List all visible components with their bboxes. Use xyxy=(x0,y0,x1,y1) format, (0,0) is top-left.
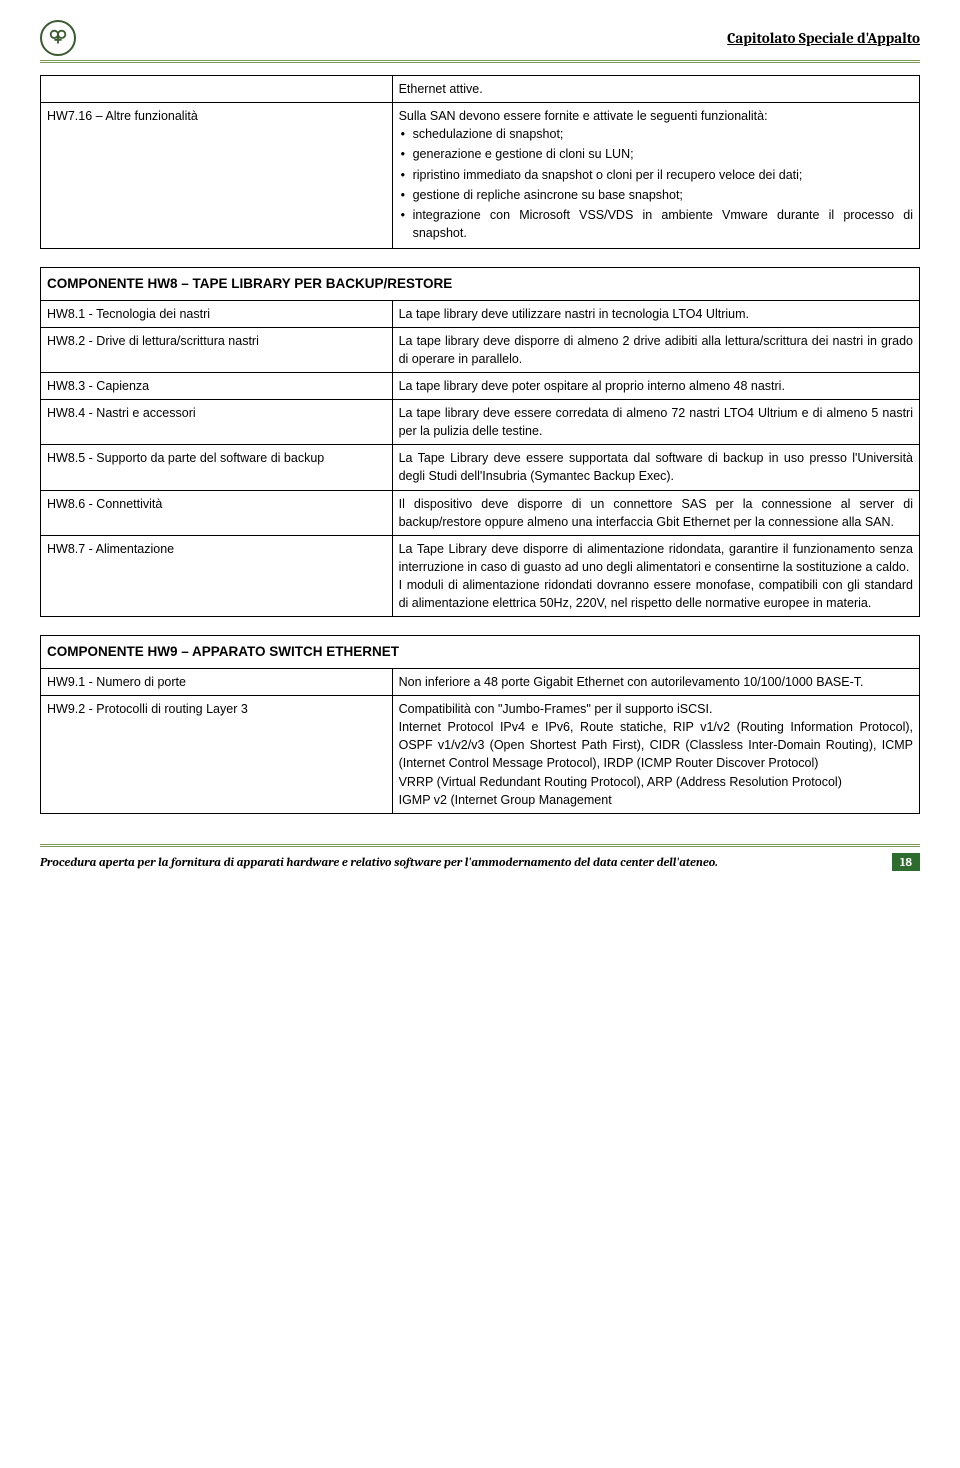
bullet-item: generazione e gestione di cloni su LUN; xyxy=(399,145,913,163)
section-heading: COMPONENTE HW8 – TAPE LIBRARY PER BACKUP… xyxy=(41,268,920,301)
heading-suffix: – TAPE LIBRARY PER BACKUP/RESTORE xyxy=(178,276,453,291)
table-row: HW9.2 - Protocolli di routing Layer 3Com… xyxy=(41,696,920,814)
cell-left: HW8.4 - Nastri e accessori xyxy=(41,400,393,445)
bullet-item: gestione di repliche asincrone su base s… xyxy=(399,186,913,204)
bullet-item: integrazione con Microsoft VSS/VDS in am… xyxy=(399,206,913,242)
heading-suffix: – APPARATO SWITCH ETHERNET xyxy=(178,644,400,659)
table-row: HW8.3 - CapienzaLa tape library deve pot… xyxy=(41,372,920,399)
table-row: COMPONENTE HW8 – TAPE LIBRARY PER BACKUP… xyxy=(41,268,920,301)
cell-right: La tape library deve poter ospitare al p… xyxy=(392,372,919,399)
cell-left: HW8.6 - Connettività xyxy=(41,490,393,535)
table-row: HW7.16 – Altre funzionalità Sulla SAN de… xyxy=(41,103,920,249)
cell-left: HW8.1 - Tecnologia dei nastri xyxy=(41,300,393,327)
bullet-item: ripristino immediato da snapshot o cloni… xyxy=(399,166,913,184)
logo-icon xyxy=(40,20,76,56)
spec-table-hw8: COMPONENTE HW8 – TAPE LIBRARY PER BACKUP… xyxy=(40,267,920,617)
cell-right: La tape library deve essere corredata di… xyxy=(392,400,919,445)
table-row: Ethernet attive. xyxy=(41,76,920,103)
page-number: 18 xyxy=(892,853,920,871)
cell-right: Compatibilità con "Jumbo-Frames" per il … xyxy=(392,696,919,814)
heading-code: HW8 xyxy=(148,276,178,291)
cell-right: Sulla SAN devono essere fornite e attiva… xyxy=(392,103,919,249)
section-heading: COMPONENTE HW9 – APPARATO SWITCH ETHERNE… xyxy=(41,636,920,669)
table-row: HW8.4 - Nastri e accessoriLa tape librar… xyxy=(41,400,920,445)
cell-right: Ethernet attive. xyxy=(392,76,919,103)
table-row: HW8.2 - Drive di lettura/scrittura nastr… xyxy=(41,327,920,372)
table-row: HW8.6 - ConnettivitàIl dispositivo deve … xyxy=(41,490,920,535)
cell-left: HW8.2 - Drive di lettura/scrittura nastr… xyxy=(41,327,393,372)
cell-left xyxy=(41,76,393,103)
cell-left: HW9.2 - Protocolli di routing Layer 3 xyxy=(41,696,393,814)
cell-left: HW8.5 - Supporto da parte del software d… xyxy=(41,445,393,490)
cell-right: La tape library deve utilizzare nastri i… xyxy=(392,300,919,327)
bullet-item: schedulazione di snapshot; xyxy=(399,125,913,143)
page-footer: Procedura aperta per la fornitura di app… xyxy=(40,844,920,871)
spec-table-hw7: Ethernet attive. HW7.16 – Altre funziona… xyxy=(40,75,920,249)
table-row: HW8.1 - Tecnologia dei nastriLa tape lib… xyxy=(41,300,920,327)
cell-left: HW8.3 - Capienza xyxy=(41,372,393,399)
heading-prefix: COMPONENTE xyxy=(47,644,148,659)
intro-text: Sulla SAN devono essere fornite e attiva… xyxy=(399,109,768,123)
cell-right: La Tape Library deve disporre di aliment… xyxy=(392,535,919,617)
bullet-list: schedulazione di snapshot; generazione e … xyxy=(399,125,913,242)
cell-left: HW8.7 - Alimentazione xyxy=(41,535,393,617)
heading-prefix: COMPONENTE xyxy=(47,276,148,291)
heading-code: HW9 xyxy=(148,644,178,659)
header-title: Capitolato Speciale d'Appalto xyxy=(727,29,920,47)
page-header: Capitolato Speciale d'Appalto xyxy=(40,20,920,63)
cell-right: La Tape Library deve essere supportata d… xyxy=(392,445,919,490)
cell-left: HW9.1 - Numero di porte xyxy=(41,668,393,695)
table-row: HW8.5 - Supporto da parte del software d… xyxy=(41,445,920,490)
table-row: HW8.7 - AlimentazioneLa Tape Library dev… xyxy=(41,535,920,617)
table-row: HW9.1 - Numero di porteNon inferiore a 4… xyxy=(41,668,920,695)
cell-right: La tape library deve disporre di almeno … xyxy=(392,327,919,372)
cell-right: Non inferiore a 48 porte Gigabit Etherne… xyxy=(392,668,919,695)
cell-right: Il dispositivo deve disporre di un conne… xyxy=(392,490,919,535)
spec-table-hw9: COMPONENTE HW9 – APPARATO SWITCH ETHERNE… xyxy=(40,635,920,813)
footer-text: Procedura aperta per la fornitura di app… xyxy=(40,855,718,869)
cell-left: HW7.16 – Altre funzionalità xyxy=(41,103,393,249)
table-row: COMPONENTE HW9 – APPARATO SWITCH ETHERNE… xyxy=(41,636,920,669)
